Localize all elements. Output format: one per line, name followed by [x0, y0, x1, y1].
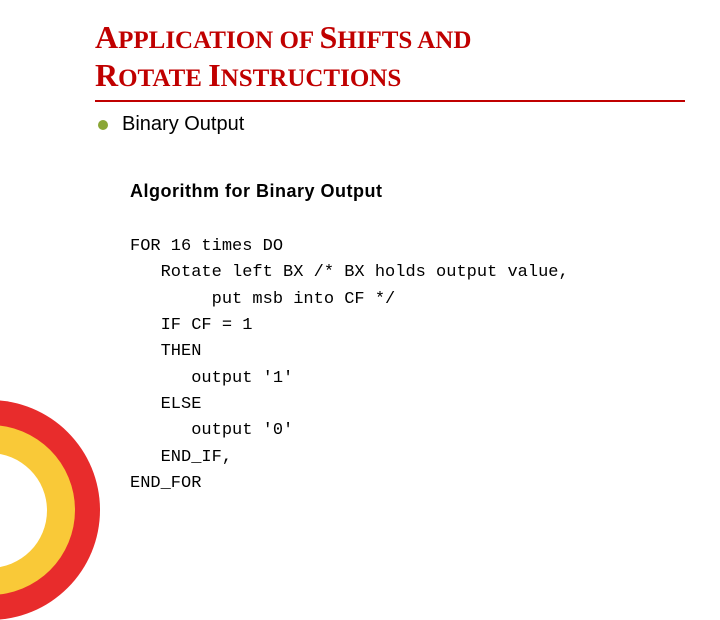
algo-line: FOR 16 times DO [130, 237, 283, 256]
bullet-label: Binary Output [122, 113, 244, 136]
algo-line: output '0' [130, 421, 293, 440]
title-cap: A [95, 19, 118, 55]
algo-line: THEN [130, 342, 201, 361]
title-text: HIFTS AND [337, 27, 471, 54]
algo-line: ELSE [130, 395, 201, 414]
slide-title: APPLICATION OF SHIFTS AND ROTATE INSTRUC… [95, 18, 655, 95]
algo-line: output '1' [130, 369, 293, 388]
title-cap: S [320, 19, 338, 55]
title-cap: R [95, 57, 118, 93]
title-text: PPLICATION OF [118, 27, 319, 54]
title-text: NSTRUCTIONS [221, 65, 402, 92]
title-underline [95, 100, 685, 102]
algo-line: END_FOR [130, 474, 201, 493]
algo-line: put msb into CF */ [130, 290, 395, 309]
algo-line: IF CF = 1 [130, 316, 252, 335]
title-cap: I [208, 57, 220, 93]
algo-line: Rotate left BX /* BX holds output value, [130, 263, 569, 282]
bullet-icon [98, 120, 108, 130]
algorithm-heading: Algorithm for Binary Output [130, 181, 382, 201]
title-text: OTATE [118, 65, 208, 92]
algo-line: END_IF, [130, 448, 232, 467]
algorithm-block: Algorithm for Binary Output FOR 16 times… [130, 152, 569, 497]
